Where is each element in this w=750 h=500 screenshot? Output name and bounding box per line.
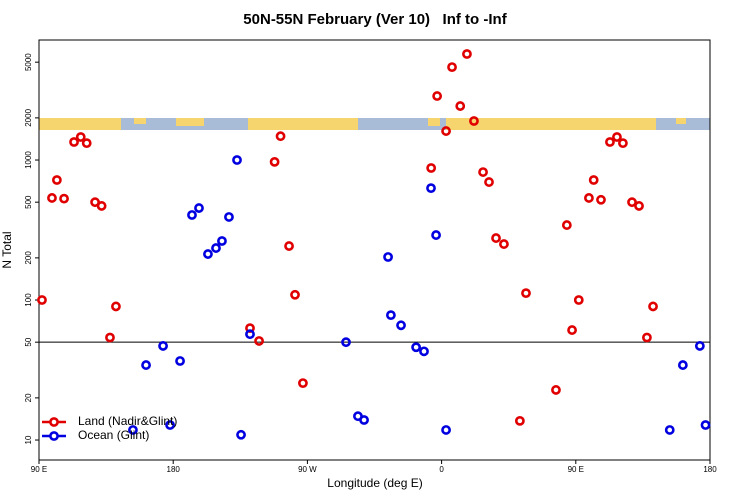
point <box>426 163 437 173</box>
point <box>419 346 429 357</box>
point <box>217 236 227 246</box>
point <box>411 342 422 353</box>
point <box>499 239 509 249</box>
point <box>290 289 300 300</box>
point <box>128 425 138 435</box>
point <box>275 131 286 142</box>
point <box>69 137 79 147</box>
y-tick-label: 200 <box>24 251 33 265</box>
point <box>612 132 622 142</box>
y-tick-label: 1000 <box>24 151 33 169</box>
y-tick-label: 2000 <box>24 108 33 126</box>
point <box>694 341 705 351</box>
point <box>111 301 121 312</box>
point <box>298 378 308 389</box>
point <box>573 295 584 305</box>
y-axis-label: N Total <box>0 231 14 268</box>
point <box>341 337 351 348</box>
point <box>551 385 561 395</box>
point <box>441 425 451 435</box>
point <box>561 220 572 230</box>
point <box>584 193 594 203</box>
x-tick-label: 180 <box>167 465 181 474</box>
point <box>386 310 396 321</box>
point <box>700 420 711 430</box>
point <box>605 137 615 147</box>
chart-title: 50N-55N February (Ver 10) Inf to -Inf <box>243 11 507 28</box>
point <box>51 175 62 185</box>
point <box>478 167 488 177</box>
point <box>648 301 658 312</box>
point <box>642 332 652 343</box>
point <box>203 249 213 259</box>
point <box>211 243 221 253</box>
point <box>141 360 151 370</box>
x-tick-label: 90 E <box>31 465 47 474</box>
point <box>588 175 599 185</box>
legend-label: Ocean (Glint) <box>78 428 149 442</box>
point <box>664 425 675 435</box>
point <box>194 203 204 213</box>
legend-label: Land (Nadir&Glint) <box>78 414 177 428</box>
point <box>514 415 525 426</box>
point <box>37 295 47 305</box>
point <box>447 62 457 73</box>
point <box>432 91 443 101</box>
y-tick-label: 5000 <box>24 53 33 71</box>
point <box>269 156 280 167</box>
point <box>175 356 185 366</box>
point <box>96 201 107 211</box>
map-strip <box>39 118 710 130</box>
point <box>165 420 175 430</box>
point <box>491 233 501 243</box>
point <box>469 116 479 126</box>
y-tick-label: 10 <box>24 435 33 444</box>
point <box>627 197 637 208</box>
point <box>187 210 197 220</box>
point <box>596 194 606 205</box>
x-tick-label: 0 <box>439 465 444 474</box>
legend-symbol <box>49 431 59 441</box>
point <box>462 49 472 59</box>
point <box>284 241 294 251</box>
point <box>634 201 644 211</box>
point <box>59 193 69 204</box>
legend-symbol <box>49 417 59 427</box>
point <box>426 183 436 194</box>
point <box>359 415 369 425</box>
point <box>75 132 86 142</box>
point <box>567 325 577 335</box>
x-tick-label: 180 <box>703 465 717 474</box>
x-axis-label: Longitude (deg E) <box>327 476 422 490</box>
point <box>224 212 234 222</box>
y-tick-label: 50 <box>24 337 33 346</box>
point <box>158 341 168 351</box>
y-tick-label: 500 <box>24 195 33 209</box>
point <box>484 177 494 187</box>
y-tick-label: 100 <box>24 293 33 307</box>
point <box>254 336 264 346</box>
point <box>236 429 246 440</box>
point <box>521 288 531 299</box>
point <box>232 155 242 165</box>
point <box>105 332 115 343</box>
y-tick-label: 20 <box>24 393 33 402</box>
x-tick-label: 90 E <box>568 465 584 474</box>
point <box>245 329 255 340</box>
x-tick-label: 90 W <box>298 465 317 474</box>
point <box>618 138 628 149</box>
plot-frame <box>38 39 711 461</box>
point <box>677 360 688 370</box>
point <box>441 126 451 136</box>
point <box>455 101 466 111</box>
point <box>396 320 406 331</box>
point <box>47 193 57 203</box>
point <box>81 138 92 149</box>
point <box>383 252 393 262</box>
legend: Land (Nadir&Glint)Ocean (Glint) <box>42 414 177 442</box>
point <box>431 230 441 240</box>
